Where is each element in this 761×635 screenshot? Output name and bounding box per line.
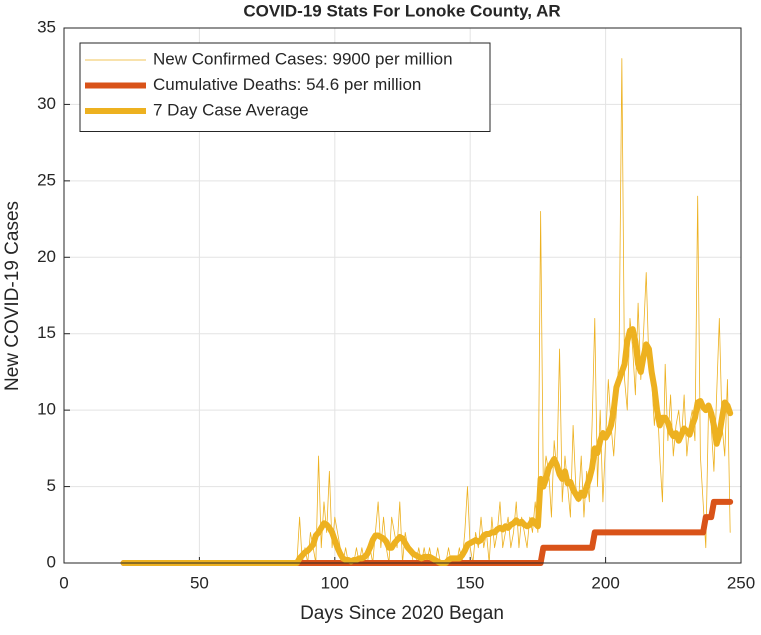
y-tick-label: 20 (37, 247, 56, 266)
x-tick-label: 250 (727, 573, 755, 592)
legend-label: Cumulative Deaths: 54.6 per million (153, 75, 421, 94)
chart-title: COVID-19 Stats For Lonoke County, AR (243, 1, 560, 20)
legend-box (79, 42, 491, 132)
y-axis-label: New COVID-19 Cases (2, 201, 23, 391)
legend: New Confirmed Cases: 9900 per million Cum… (79, 42, 491, 132)
legend-label: New Confirmed Cases: 9900 per million (153, 49, 453, 68)
x-axis-label: Days Since 2020 Began (300, 603, 504, 624)
axes-box (63, 27, 742, 564)
y-tick-label: 0 (47, 552, 56, 571)
y-tick-label: 35 (37, 17, 56, 36)
y-tick-label: 15 (37, 323, 56, 342)
legend-label: 7 Day Case Average (153, 100, 309, 119)
x-tick-label: 100 (321, 573, 349, 592)
x-tick-label: 0 (59, 573, 68, 592)
y-tick-label: 5 (47, 476, 56, 495)
y-tick-label: 10 (37, 400, 56, 419)
y-tick-label: 25 (37, 170, 56, 189)
x-tick-label: 150 (456, 573, 484, 592)
x-tick-label: 50 (190, 573, 209, 592)
x-tick-label: 200 (591, 573, 619, 592)
y-tick-label: 30 (37, 94, 56, 113)
